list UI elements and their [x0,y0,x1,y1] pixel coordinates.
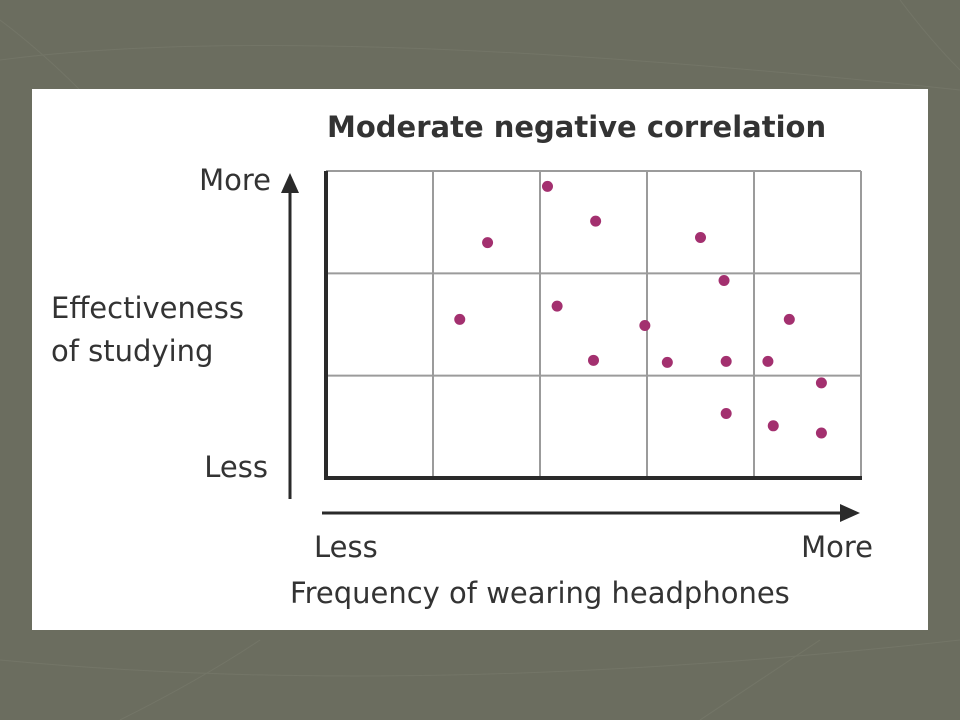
scatter-point [541,180,553,192]
scatter-point [815,427,827,439]
y-axis-label-line2: of studying [51,334,213,368]
x-axis-label: Frequency of wearing headphones [290,576,790,610]
x-axis-arrow-head [840,504,860,522]
scatter-point [720,355,732,367]
scatter-point [551,300,563,312]
y-tick-label-max: More [199,163,271,197]
scatter-point [588,354,599,366]
scatter-point [661,356,673,368]
y-tick-label-min: Less [204,450,268,484]
scatter-point [454,313,466,325]
scatter-point [815,377,827,389]
scatter-point [590,215,602,227]
grid [326,170,862,478]
scatter-point [718,274,730,286]
scatter-point [720,408,732,420]
scatter-point [639,320,651,332]
x-tick-label-min: Less [314,530,378,564]
scatter-point [482,237,494,249]
scatter-point [767,420,779,432]
scatter-point [762,355,774,367]
scatter-chart: Moderate negative correlation More Effec… [51,110,873,610]
chart-panel: Moderate negative correlation More Effec… [32,89,928,630]
y-axis-arrow-head [281,173,299,193]
y-axis-label-line1: Effectiveness [51,291,244,325]
scatter-point [695,232,706,244]
x-tick-label-max: More [801,530,873,564]
chart-title: Moderate negative correlation [327,110,826,144]
data-points [454,180,827,439]
scatter-point [783,313,795,325]
